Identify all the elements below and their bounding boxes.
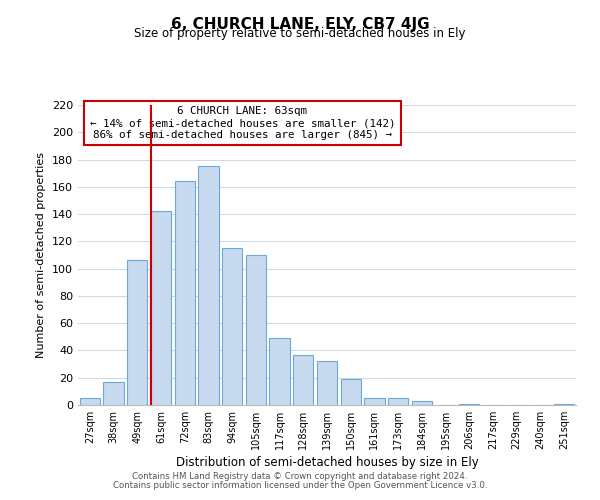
Bar <box>151 212 171 405</box>
Bar <box>199 166 218 405</box>
Text: 6 CHURCH LANE: 63sqm
← 14% of semi-detached houses are smaller (142)
86% of semi: 6 CHURCH LANE: 63sqm ← 14% of semi-detac… <box>89 106 395 140</box>
Text: Contains HM Land Registry data © Crown copyright and database right 2024.: Contains HM Land Registry data © Crown c… <box>132 472 468 481</box>
Bar <box>341 379 361 405</box>
Text: Contains public sector information licensed under the Open Government Licence v3: Contains public sector information licen… <box>113 481 487 490</box>
Y-axis label: Number of semi-detached properties: Number of semi-detached properties <box>37 152 46 358</box>
Text: Size of property relative to semi-detached houses in Ely: Size of property relative to semi-detach… <box>134 28 466 40</box>
Bar <box>293 354 313 405</box>
Bar <box>127 260 148 405</box>
Bar <box>103 382 124 405</box>
Bar <box>459 404 479 405</box>
Bar <box>246 255 266 405</box>
Bar <box>222 248 242 405</box>
Bar <box>269 338 290 405</box>
Bar <box>80 398 100 405</box>
Bar <box>317 362 337 405</box>
Bar <box>388 398 408 405</box>
X-axis label: Distribution of semi-detached houses by size in Ely: Distribution of semi-detached houses by … <box>176 456 478 469</box>
Text: 6, CHURCH LANE, ELY, CB7 4JG: 6, CHURCH LANE, ELY, CB7 4JG <box>170 18 430 32</box>
Bar <box>364 398 385 405</box>
Bar <box>554 404 574 405</box>
Bar <box>412 401 432 405</box>
Bar <box>175 182 195 405</box>
